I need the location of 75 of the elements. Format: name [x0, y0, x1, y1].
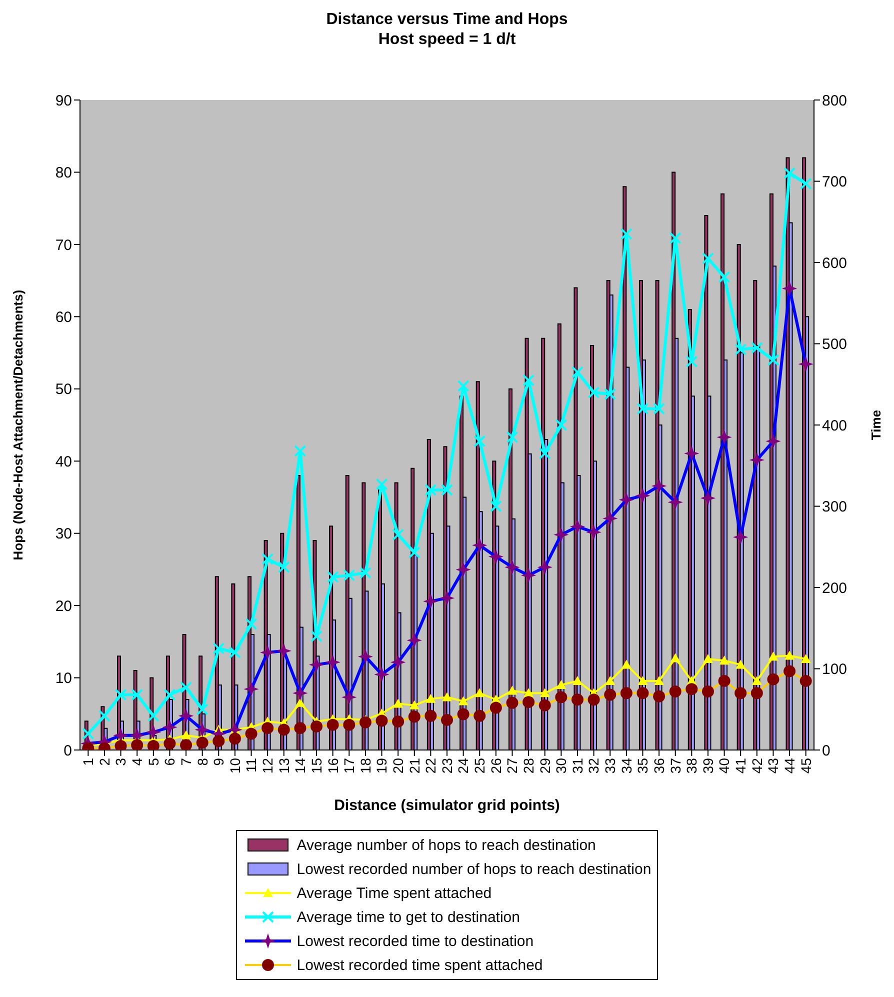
x-tick-label: 21	[406, 758, 422, 774]
x-tick-label: 14	[292, 758, 308, 774]
x-tick-label: 41	[732, 758, 749, 774]
x-tick-label: 2	[96, 758, 112, 766]
y-tick-label: 50	[55, 381, 72, 398]
chart-title: Distance versus Time and Hops	[325, 10, 569, 30]
x-tick-label: 36	[650, 758, 667, 774]
x-tick-label: 25	[472, 758, 488, 774]
y2-tick-label: 100	[822, 661, 848, 678]
x-tick-label: 20	[390, 758, 406, 774]
x-tick-label: 1	[80, 758, 96, 766]
y-tick-label: 10	[55, 670, 72, 688]
y2-tick-label: 200	[822, 580, 848, 597]
x-tick-label: 3	[112, 758, 129, 766]
y-axis-title: Hops (Node-Host Attachment/Detachments)	[10, 290, 26, 560]
x-tick-label: 23	[438, 758, 455, 774]
x-tick-label: 28	[520, 758, 536, 774]
x-tick-label: 5	[145, 758, 162, 766]
x-tick-label: 29	[536, 758, 553, 774]
x-tick-label: 27	[504, 758, 520, 774]
y2-tick-label: 500	[822, 336, 848, 354]
y2-tick-label: 300	[822, 498, 848, 516]
y-tick-label: 60	[55, 308, 72, 326]
x-tick-label: 10	[226, 758, 243, 774]
y-tick-label: 30	[55, 526, 72, 543]
legend-label: Average number of hops to reach destination	[296, 836, 596, 854]
y2-tick-label: 400	[822, 417, 848, 434]
x-tick-label: 30	[553, 758, 570, 774]
x-tick-label: 13	[276, 758, 292, 774]
legend-label: Average time to get to destination	[296, 908, 520, 926]
y2-tick-label: 800	[822, 92, 848, 110]
x-tick-label: 7	[178, 758, 194, 766]
x-tick-label: 37	[667, 758, 684, 774]
x-tick-label: 8	[194, 758, 210, 766]
legend-label: Average Time spent attached	[296, 884, 492, 902]
legend-label: Lowest recorded time spent attached	[296, 956, 543, 974]
x-tick-label: 31	[569, 758, 586, 774]
x-tick-label: 39	[700, 758, 716, 774]
y-tick-label: 70	[55, 236, 72, 254]
x-tick-label: 24	[455, 758, 472, 774]
y-tick-label: 80	[55, 164, 72, 182]
x-tick-label: 43	[765, 758, 782, 774]
legend-label: Lowest recorded time to destination	[296, 932, 534, 950]
legend-label: Lowest recorded number of hops to reach destination	[296, 860, 652, 878]
x-tick-label: 15	[308, 758, 324, 774]
y2-axis-title: Time	[868, 410, 884, 440]
x-tick-label: 9	[210, 758, 227, 766]
x-tick-label: 42	[748, 758, 765, 774]
x-tick-label: 45	[798, 758, 814, 774]
x-tick-label: 11	[243, 758, 260, 773]
x-tick-label: 12	[260, 758, 276, 774]
x-axis-title: Distance (simulator grid points)	[334, 797, 560, 814]
y2-tick-label: 700	[822, 174, 848, 191]
x-tick-label: 16	[324, 758, 341, 774]
y-tick-label: 40	[55, 453, 72, 470]
x-tick-label: 22	[422, 758, 439, 774]
x-tick-label: 18	[357, 758, 374, 774]
x-tick-label: 4	[129, 758, 146, 766]
x-tick-label: 6	[162, 758, 178, 766]
x-tick-label: 17	[341, 758, 358, 774]
y-tick-label: 90	[55, 92, 72, 110]
chart-subtitle: Host speed = 1 d/t	[377, 30, 517, 50]
x-tick-label: 38	[684, 758, 700, 774]
x-tick-label: 33	[602, 758, 618, 774]
y2-tick-label: 0	[822, 742, 830, 760]
x-tick-label: 44	[781, 758, 798, 774]
y-tick-label: 0	[64, 742, 72, 760]
x-tick-label: 19	[374, 758, 390, 774]
x-tick-label: 35	[634, 758, 651, 774]
x-tick-label: 32	[586, 758, 602, 774]
x-tick-label: 40	[716, 758, 732, 774]
x-tick-label: 26	[488, 758, 504, 774]
y2-tick-label: 600	[822, 254, 848, 272]
x-tick-label: 34	[618, 758, 634, 774]
y-tick-label: 20	[55, 598, 72, 615]
